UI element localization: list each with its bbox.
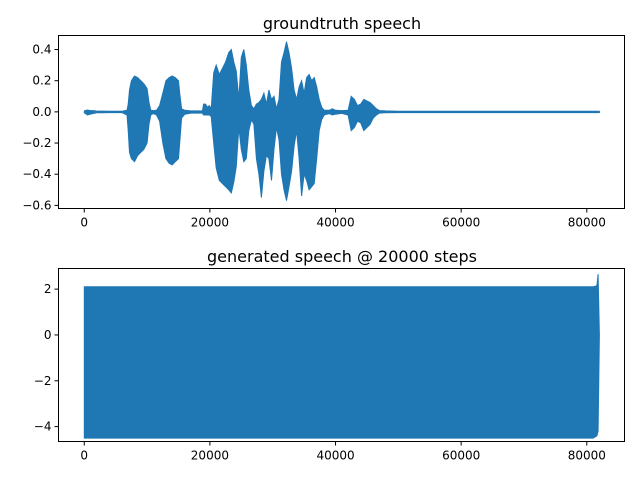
subplot-generated: generated speech @ 20000 steps 0 20000 400… — [34, 247, 625, 463]
y-tick-label: −0.6 — [22, 198, 51, 212]
y-tick-label: −0.2 — [22, 136, 51, 150]
plot-area — [83, 274, 600, 439]
x-tick-label: 0 — [80, 216, 88, 230]
x-tick-label: 60000 — [442, 216, 480, 230]
y-tick-label: 0.2 — [32, 74, 51, 88]
x-tick-label: 20000 — [191, 216, 229, 230]
y-tick-label: 2 — [44, 282, 52, 296]
subplot-title: groundtruth speech — [263, 14, 421, 33]
x-tick-label: 60000 — [442, 449, 480, 463]
y-tick-label: −0.4 — [22, 167, 51, 181]
subplot-title: generated speech @ 20000 steps — [207, 247, 477, 266]
y-tick-label: −4 — [34, 420, 52, 434]
x-tick-label: 20000 — [191, 449, 229, 463]
x-tick-label: 80000 — [568, 216, 606, 230]
x-tick-label: 80000 — [568, 449, 606, 463]
y-tick-label: 0.4 — [32, 43, 51, 57]
plot-area — [83, 41, 600, 201]
y-tick-label: 0 — [44, 328, 52, 342]
axes-frame — [58, 268, 625, 442]
axes-frame — [58, 35, 625, 209]
tick-group: 0 20000 40000 60000 80000 −4 −2 0 2 — [34, 282, 606, 462]
y-tick-label: 0.0 — [32, 105, 51, 119]
x-tick-label: 40000 — [316, 216, 354, 230]
subplot-groundtruth: groundtruth speech 0 20000 40000 60000 80000… — [22, 14, 625, 230]
tick-group: 0 20000 40000 60000 80000 −0.6 −0.4 −0.2 0.0 0.2 0… — [22, 43, 606, 230]
x-tick-label: 40000 — [316, 449, 354, 463]
x-tick-label: 0 — [80, 449, 88, 463]
waveform-series-0 — [83, 274, 600, 439]
waveform-series-0 — [83, 41, 600, 201]
y-tick-label: −2 — [34, 374, 52, 388]
